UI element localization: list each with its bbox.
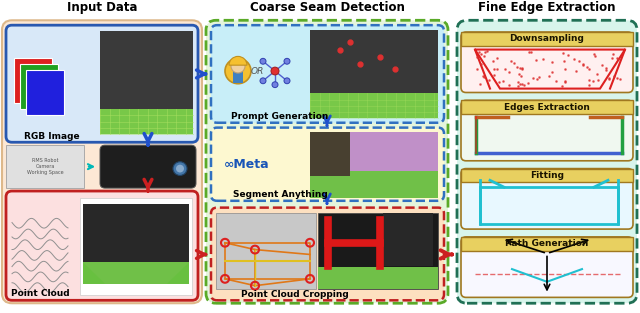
Text: Downsampling: Downsampling [509, 34, 584, 43]
Wedge shape [229, 56, 247, 65]
Text: Coarse Seam Detection: Coarse Seam Detection [250, 2, 404, 14]
Circle shape [284, 58, 290, 64]
Bar [383, 213, 433, 266]
Bar [461, 100, 633, 114]
Text: Path Generation: Path Generation [506, 239, 589, 248]
Text: Edges Extraction: Edges Extraction [504, 103, 590, 112]
Bar [310, 131, 438, 198]
FancyBboxPatch shape [2, 20, 202, 303]
Circle shape [176, 165, 184, 172]
Polygon shape [83, 262, 105, 284]
Bar [233, 71, 243, 83]
Circle shape [260, 58, 266, 64]
Bar [461, 169, 633, 182]
Bar [216, 213, 316, 289]
FancyBboxPatch shape [461, 32, 633, 93]
Polygon shape [167, 262, 189, 284]
Bar [26, 70, 64, 115]
Circle shape [225, 58, 251, 84]
Text: Fitting: Fitting [530, 171, 564, 180]
FancyBboxPatch shape [457, 20, 637, 303]
FancyBboxPatch shape [461, 237, 633, 297]
Bar [20, 64, 58, 109]
Circle shape [272, 82, 278, 88]
Text: Point Cloud Cropping: Point Cloud Cropping [241, 290, 349, 299]
Text: Segment Anything: Segment Anything [232, 190, 328, 199]
Text: Point Cloud: Point Cloud [11, 289, 69, 298]
Bar [318, 213, 438, 289]
FancyBboxPatch shape [6, 191, 198, 300]
FancyBboxPatch shape [461, 169, 633, 229]
FancyBboxPatch shape [206, 20, 448, 303]
Bar [14, 58, 52, 103]
FancyBboxPatch shape [100, 145, 196, 188]
FancyBboxPatch shape [211, 25, 444, 123]
FancyBboxPatch shape [461, 100, 633, 161]
Circle shape [272, 68, 278, 74]
Bar [310, 94, 438, 118]
Text: RMS Robot
Camera
Working Space: RMS Robot Camera Working Space [27, 158, 63, 175]
Bar [350, 131, 438, 171]
Text: Prompt Generation: Prompt Generation [231, 112, 329, 121]
FancyBboxPatch shape [6, 25, 198, 142]
Bar [310, 30, 438, 118]
FancyBboxPatch shape [211, 208, 444, 300]
Bar [100, 109, 193, 135]
Text: Fine Edge Extraction: Fine Edge Extraction [478, 2, 616, 14]
Bar [6, 145, 84, 188]
Circle shape [231, 59, 245, 73]
FancyBboxPatch shape [211, 128, 444, 201]
Text: Input Data: Input Data [67, 2, 137, 14]
Bar [83, 262, 189, 284]
Bar [461, 237, 633, 250]
Circle shape [260, 78, 266, 84]
Bar [310, 131, 350, 177]
Bar [100, 31, 193, 135]
Text: RGB Image: RGB Image [24, 132, 80, 141]
Bar [461, 32, 633, 46]
Bar [310, 171, 438, 198]
Circle shape [173, 162, 187, 175]
Text: OR: OR [250, 67, 264, 75]
Bar [83, 204, 189, 284]
Circle shape [271, 67, 279, 75]
Text: ∞Meta: ∞Meta [224, 158, 270, 171]
Bar [80, 198, 192, 295]
Bar [318, 267, 438, 289]
Circle shape [284, 78, 290, 84]
